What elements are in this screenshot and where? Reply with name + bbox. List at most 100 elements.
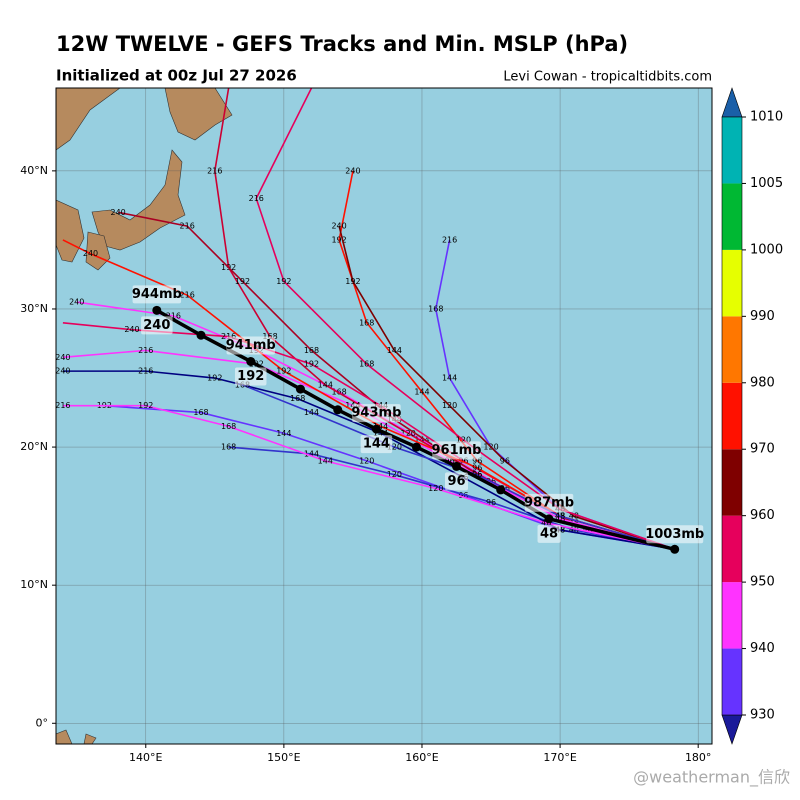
hour-label: 144: [414, 387, 429, 396]
hour-label: 144: [363, 437, 390, 452]
hour-label: 192: [276, 367, 291, 376]
x-tick-label: 140°E: [129, 751, 162, 764]
colorbar-segment: [722, 316, 742, 383]
hour-label: 120: [456, 436, 471, 445]
colorbar-label: 940: [750, 641, 775, 656]
colorbar-segment: [722, 449, 742, 516]
hour-label: 240: [124, 325, 139, 334]
colorbar-segment: [722, 648, 742, 715]
label-box: [234, 367, 267, 386]
pressure-label: 943mb: [351, 406, 401, 421]
colorbar-label: 990: [750, 309, 775, 324]
label-box: [352, 404, 401, 423]
colorbar-label: 950: [750, 575, 775, 590]
hour-label: 48: [555, 512, 565, 521]
y-tick-label: 20°N: [20, 440, 48, 453]
pressure-label: 941mb: [226, 338, 276, 353]
hour-label: 96: [458, 456, 468, 465]
x-tick-label: 180°: [685, 751, 712, 764]
hour-label: 240: [55, 353, 70, 362]
member-track: [62, 404, 675, 551]
pressure-label: 987mb: [524, 495, 574, 510]
hour-label: 96: [500, 456, 510, 465]
map-frame: [55, 87, 713, 745]
hour-label: 48: [541, 519, 551, 528]
hour-label: 144: [387, 346, 402, 355]
hour-label: 192: [207, 374, 222, 383]
hour-label: 168: [221, 443, 236, 452]
graticule: [56, 88, 712, 744]
y-tick-label: 30°N: [20, 302, 48, 315]
watermark: @weatherman_信欣: [633, 768, 790, 788]
hour-label: 192: [235, 277, 250, 286]
hour-label: 48: [540, 526, 558, 541]
map: 4896144168192216240489612014416819221648…: [55, 88, 712, 744]
hour-label: 96: [486, 498, 496, 507]
mean-point: [196, 330, 206, 340]
hour-label: 216: [249, 194, 264, 203]
mean-point: [452, 461, 462, 471]
hour-label: 96: [445, 456, 455, 465]
label-box: [141, 316, 173, 335]
label-box: [432, 441, 481, 460]
mean-point: [411, 442, 421, 452]
hour-label: 168: [428, 304, 443, 313]
hour-label: 192: [276, 277, 291, 286]
mean-point: [246, 356, 256, 366]
hour-label: 192: [237, 369, 264, 384]
hour-label: 216: [442, 235, 457, 244]
hour-label: 144: [373, 422, 388, 431]
label-box: [524, 493, 574, 512]
hour-label: 96: [472, 470, 482, 479]
mean-point: [670, 544, 680, 554]
land: [56, 88, 233, 744]
credit: Levi Cowan - tropicaltidbits.com: [503, 70, 712, 85]
label-box: [537, 524, 561, 543]
colorbar-segment: [722, 249, 742, 317]
hour-label: 216: [207, 166, 222, 175]
x-tick-label: 160°E: [405, 751, 438, 764]
land-mass: [85, 231, 111, 271]
colorbar-label: 960: [750, 508, 775, 523]
member-track: [62, 370, 675, 551]
y-tick-label: 10°N: [20, 578, 48, 591]
hour-label: 168: [193, 408, 208, 417]
hour-label: 144: [318, 456, 333, 465]
hour-label: 96: [447, 474, 465, 489]
hour-label: 216: [166, 311, 181, 320]
label-box: [226, 336, 275, 355]
hour-label: 216: [55, 401, 70, 410]
hour-label: 192: [138, 401, 153, 410]
colorbar-label: 980: [750, 375, 775, 390]
hour-label: 120: [428, 484, 443, 493]
mean-track: 1003mb987mb48961mb96943mb144941mb192944m…: [132, 285, 704, 554]
hour-label: 144: [276, 429, 291, 438]
hour-label: 120: [387, 443, 402, 452]
y-tick-label: 0°: [36, 716, 49, 729]
mean-point: [152, 305, 162, 315]
hour-label: 216: [180, 291, 195, 300]
land-mass: [164, 88, 233, 141]
hour-label: 48: [569, 525, 579, 534]
subtitle: Initialized at 00z Jul 27 2026: [56, 67, 297, 85]
hour-label: 120: [401, 429, 416, 438]
colorbar-label: 930: [750, 708, 775, 723]
colorbar-frame: [721, 116, 743, 716]
hour-label: 168: [290, 394, 305, 403]
hour-label: 120: [442, 401, 457, 410]
hour-label: 144: [304, 449, 319, 458]
hour-label: 240: [83, 249, 98, 258]
hour-label: 240: [111, 208, 126, 217]
hour-label: 168: [359, 360, 374, 369]
colorbar-segment: [722, 183, 742, 250]
label-box: [360, 435, 393, 454]
member-track: [338, 225, 675, 551]
member-track: [242, 384, 675, 551]
colorbar-label: 1010: [750, 110, 783, 125]
title: 12W TWELVE - GEFS Tracks and Min. MSLP (…: [56, 32, 628, 56]
hour-label: 120: [387, 470, 402, 479]
label-box: [132, 285, 182, 304]
hour-label: 96: [472, 456, 482, 465]
pressure-label: 961mb: [432, 443, 482, 458]
